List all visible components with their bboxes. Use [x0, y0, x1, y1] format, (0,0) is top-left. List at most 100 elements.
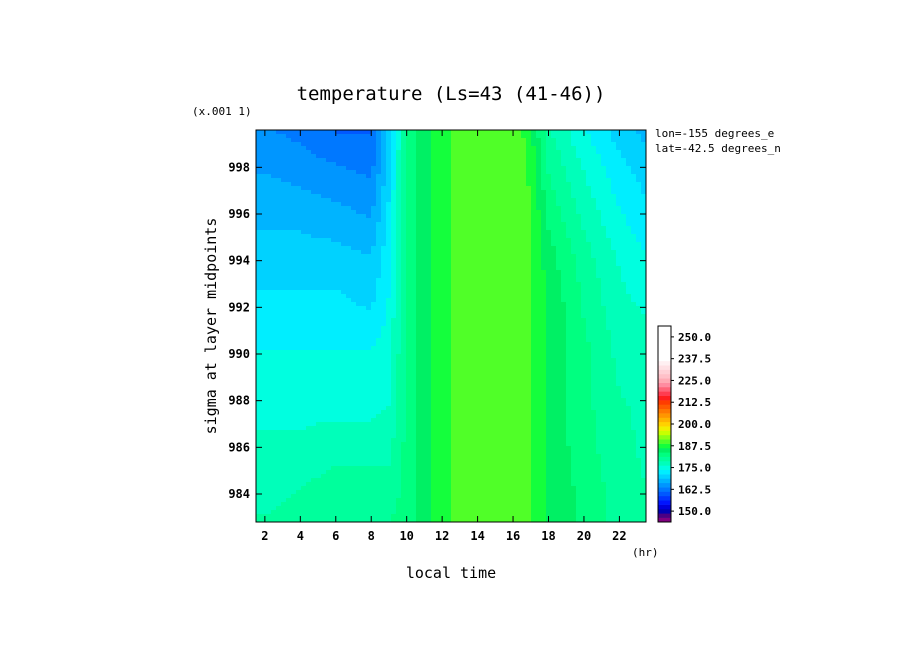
contour-cell — [591, 326, 597, 331]
contour-cell — [491, 170, 497, 175]
contour-cell — [286, 250, 292, 255]
contour-cell — [626, 330, 632, 335]
contour-cell — [451, 170, 457, 175]
contour-cell — [306, 166, 312, 171]
contour-cell — [596, 286, 602, 291]
contour-cell — [426, 198, 432, 203]
contour-cell — [441, 158, 447, 163]
contour-cell — [386, 342, 392, 347]
contour-cell — [541, 298, 547, 303]
contour-cell — [491, 214, 497, 219]
contour-cell — [326, 334, 332, 339]
contour-cell — [416, 166, 422, 171]
contour-cell — [456, 226, 462, 231]
contour-cell — [531, 166, 537, 171]
contour-cell — [396, 186, 402, 191]
contour-cell — [526, 234, 532, 239]
contour-cell — [571, 238, 577, 243]
contour-cell — [571, 266, 577, 271]
contour-cell — [331, 310, 337, 315]
contour-cell — [356, 350, 362, 355]
contour-cell — [441, 346, 447, 351]
contour-cell — [556, 262, 562, 267]
contour-cell — [611, 138, 617, 143]
contour-cell — [431, 182, 437, 187]
contour-cell — [301, 202, 307, 207]
contour-cell — [571, 226, 577, 231]
contour-cell — [586, 242, 592, 247]
contour-cell — [356, 170, 362, 175]
contour-cell — [596, 174, 602, 179]
contour-cell — [556, 290, 562, 295]
contour-cell — [341, 158, 347, 163]
contour-cell — [631, 262, 637, 267]
contour-cell — [506, 198, 512, 203]
contour-cell — [576, 174, 582, 179]
contour-cell — [411, 158, 417, 163]
contour-cell — [556, 178, 562, 183]
contour-cell — [521, 218, 527, 223]
contour-cell — [411, 282, 417, 287]
contour-cell — [631, 218, 637, 223]
contour-cell — [626, 178, 632, 183]
contour-cell — [576, 286, 582, 291]
contour-cell — [416, 302, 422, 307]
contour-cell — [316, 358, 322, 363]
contour-cell — [626, 266, 632, 271]
contour-cell — [371, 246, 377, 251]
contour-cell — [351, 342, 357, 347]
contour-cell — [426, 234, 432, 239]
contour-cell — [266, 306, 272, 311]
contour-cell — [556, 342, 562, 347]
contour-cell — [501, 182, 507, 187]
contour-cell — [486, 142, 492, 147]
contour-cell — [531, 370, 537, 375]
contour-cell — [381, 338, 387, 343]
contour-cell — [566, 266, 572, 271]
contour-cell — [566, 354, 572, 359]
contour-cell — [276, 326, 282, 331]
contour-cell — [536, 302, 542, 307]
contour-cell — [306, 310, 312, 315]
contour-cell — [326, 262, 332, 267]
contour-cell — [536, 278, 542, 283]
contour-cell — [351, 278, 357, 283]
contour-cell — [401, 178, 407, 183]
contour-cell — [421, 322, 427, 327]
contour-cell — [416, 282, 422, 287]
contour-cell — [256, 134, 262, 139]
contour-cell — [641, 330, 646, 335]
contour-cell — [366, 354, 372, 359]
contour-cell — [561, 290, 567, 295]
contour-cell — [406, 142, 412, 147]
contour-cell — [316, 246, 322, 251]
contour-cell — [636, 302, 642, 307]
contour-cell — [346, 198, 352, 203]
contour-cell — [581, 302, 587, 307]
contour-cell — [281, 290, 287, 295]
contour-cell — [446, 154, 452, 159]
contour-cell — [361, 286, 367, 291]
contour-cell — [591, 190, 597, 195]
contour-cell — [541, 306, 547, 311]
contour-cell — [331, 374, 337, 379]
contour-cell — [506, 162, 512, 167]
contour-cell — [521, 198, 527, 203]
contour-cell — [486, 154, 492, 159]
contour-cell — [371, 266, 377, 271]
contour-cell — [326, 266, 332, 271]
contour-cell — [571, 366, 577, 371]
contour-cell — [591, 150, 597, 155]
contour-cell — [376, 134, 382, 139]
contour-cell — [266, 222, 272, 227]
contour-cell — [286, 170, 292, 175]
contour-cell — [556, 146, 562, 151]
contour-cell — [291, 138, 297, 143]
contour-cell — [466, 150, 472, 155]
contour-cell — [636, 314, 642, 319]
contour-cell — [576, 186, 582, 191]
contour-cell — [571, 326, 577, 331]
contour-cell — [411, 334, 417, 339]
contour-cell — [441, 210, 447, 215]
contour-cell — [451, 270, 457, 275]
